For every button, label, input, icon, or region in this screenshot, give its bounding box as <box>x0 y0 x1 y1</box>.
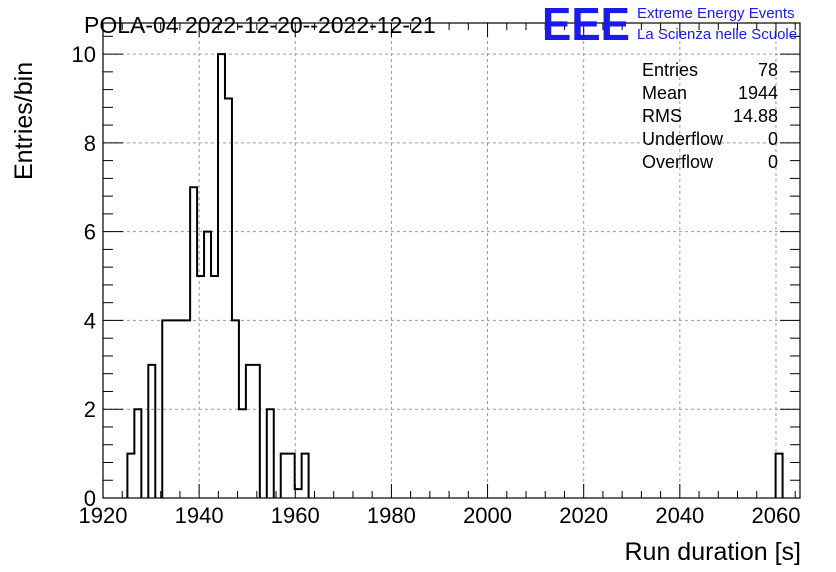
histogram-bin <box>267 409 274 498</box>
histogram-bins <box>127 54 782 498</box>
x-tick-label: 1940 <box>175 503 224 528</box>
chart-title: POLA-04 2022-12-20--2022-12-21 <box>84 12 436 38</box>
x-tick-label: 2040 <box>655 503 704 528</box>
stats-label: Mean <box>642 83 687 103</box>
histogram-bin <box>239 409 246 498</box>
stats-label: Overflow <box>642 152 714 172</box>
histogram-bin <box>288 454 295 498</box>
x-tick-labels: 1920 1940 1960 1980 2000 2020 2040 2060 <box>79 503 801 528</box>
y-tick-label: 10 <box>72 42 96 67</box>
x-tick-label: 2060 <box>751 503 800 528</box>
x-tick-label: 1920 <box>79 503 128 528</box>
y-tick-label: 4 <box>84 308 96 333</box>
y-tick-label: 6 <box>84 220 96 245</box>
y-tick-label: 8 <box>84 131 96 156</box>
stats-label: Underflow <box>642 129 724 149</box>
histogram-outline <box>126 53 784 498</box>
histogram-bin <box>218 54 225 498</box>
histogram-bin <box>776 454 783 498</box>
logo-line-2: La Scienza nelle Scuole <box>637 26 797 43</box>
histogram-bin <box>253 365 260 498</box>
grid-lines <box>103 23 800 498</box>
y-tick-labels: 0 2 4 6 8 10 <box>72 42 96 511</box>
stats-value: 1944 <box>738 83 778 103</box>
stats-value: 78 <box>758 60 778 80</box>
stats-label: Entries <box>642 60 698 80</box>
stats-box: Entries 78 Mean 1944 RMS 14.88 Underflow 0 Overf… <box>642 60 778 172</box>
stats-value: 0 <box>768 129 778 149</box>
y-axis-label: Entries/bin <box>10 62 38 180</box>
histogram-bin <box>281 454 288 498</box>
histogram-bin <box>225 98 232 498</box>
histogram-bin <box>204 232 211 498</box>
y-tick-label: 0 <box>84 486 96 511</box>
x-tick-label: 2000 <box>463 503 512 528</box>
x-tick-label: 1960 <box>271 503 320 528</box>
stats-value: 0 <box>768 152 778 172</box>
x-tick-label: 1980 <box>367 503 416 528</box>
eee-logo-mark: EEE <box>542 0 630 50</box>
axis-ticks <box>102 23 800 499</box>
histogram-bin <box>134 409 141 498</box>
eee-logo: EEE Extreme Energy Events La Scienza nel… <box>542 0 797 50</box>
histogram-bin <box>148 365 155 498</box>
y-tick-label: 2 <box>84 397 96 422</box>
stats-label: RMS <box>642 106 682 126</box>
histogram-bin <box>197 276 204 498</box>
x-axis-label: Run duration [s] <box>625 538 802 566</box>
histogram-bin <box>302 454 309 498</box>
stats-value: 14.88 <box>733 106 778 126</box>
histogram-bin <box>127 454 134 498</box>
histogram-bin <box>246 365 253 498</box>
x-tick-label: 2020 <box>559 503 608 528</box>
histogram-bin <box>211 276 218 498</box>
plot-frame <box>102 22 801 499</box>
logo-line-1: Extreme Energy Events <box>637 5 795 22</box>
histogram-bin <box>190 187 197 498</box>
